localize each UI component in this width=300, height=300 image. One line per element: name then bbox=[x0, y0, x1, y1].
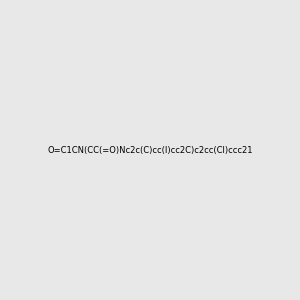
Text: O=C1CN(CC(=O)Nc2c(C)cc(I)cc2C)c2cc(Cl)ccc21: O=C1CN(CC(=O)Nc2c(C)cc(I)cc2C)c2cc(Cl)cc… bbox=[47, 146, 253, 154]
